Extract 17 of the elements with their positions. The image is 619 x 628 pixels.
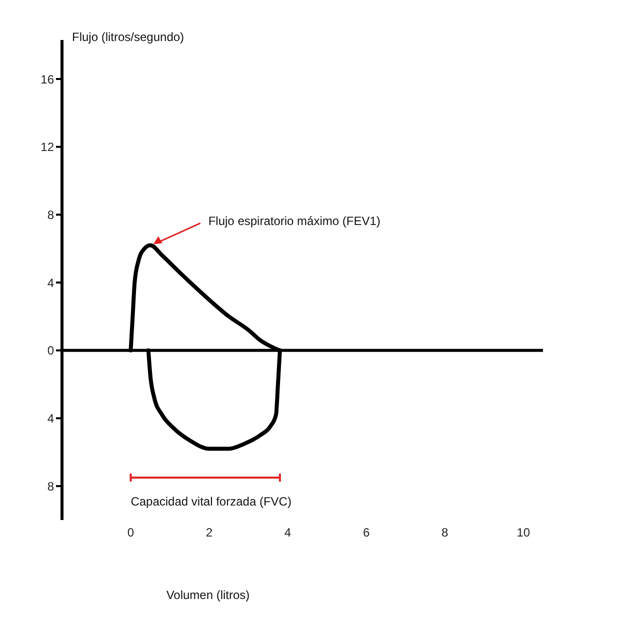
x-tick-label: 6 xyxy=(362,526,370,540)
annotation: Flujo espiratorio máximo (FEV1) xyxy=(208,214,380,228)
y-tick-label: 4 xyxy=(47,276,54,290)
x-tick-label: 4 xyxy=(284,526,292,540)
x-tick-label: 8 xyxy=(441,526,448,540)
y-tick-label: 16 xyxy=(40,72,54,86)
annotation: Capacidad vital forzada (FVC) xyxy=(130,494,292,509)
y-tick-label: 12 xyxy=(40,140,54,154)
x-tick-label: 10 xyxy=(516,526,530,540)
y-tick-label: 0 xyxy=(47,344,54,358)
y-tick-label: 4 xyxy=(47,411,54,426)
y-tick-label: 8 xyxy=(47,208,54,222)
x-tick-label: 2 xyxy=(206,526,213,540)
y-tick-label: 8 xyxy=(47,479,54,494)
y-axis-title: Flujo (litros/segundo) xyxy=(72,30,184,44)
x-tick-label: 0 xyxy=(127,526,134,540)
x-axis-title: Volumen (litros) xyxy=(165,588,251,602)
